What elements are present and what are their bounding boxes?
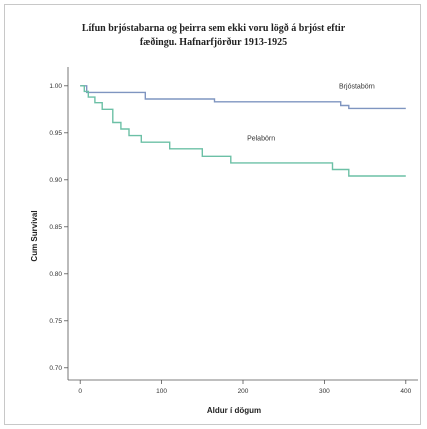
series-label-2: Pelabörn (247, 135, 275, 142)
x-axis-title: Aldur í dögum (207, 406, 261, 415)
chart-ticks: 1.00 0.95 0.90 0.85 0.80 0.75 0.70 0 100 200 300 40… (49, 83, 411, 395)
y-tick-label: 0.85 (49, 224, 62, 231)
x-tick-label: 100 (156, 388, 167, 395)
y-tick-label: 0.70 (49, 365, 62, 372)
series-line-1 (80, 85, 406, 110)
chart-axes (67, 67, 418, 381)
x-tick-label: 300 (319, 388, 330, 395)
x-tick-label: 0 (78, 388, 82, 395)
chart-frame (4, 4, 421, 425)
chart-series-labels: Brjóstabörn Pelabörn (247, 84, 375, 143)
y-axis-title: Cum Survival (30, 210, 39, 261)
series-label-1: Brjóstabörn (339, 84, 375, 91)
y-tick-label: 0.90 (49, 177, 62, 184)
chart-title-line-1: Lífun brjóstabarna og þeirra sem ekki vo… (81, 23, 346, 34)
chart-series (80, 85, 406, 177)
y-tick-label: 0.75 (49, 318, 62, 325)
y-tick-label: 0.80 (49, 271, 62, 278)
chart-title: Lífun brjóstabarna og þeirra sem ekki vo… (0, 22, 427, 50)
chart-title-line-2: fæðingu. Hafnarfjörður 1913-1925 (139, 37, 288, 48)
x-tick-label: 400 (400, 388, 411, 395)
x-tick-label: 200 (238, 388, 249, 395)
y-tick-label: 1.00 (49, 83, 62, 90)
series-line-2 (80, 85, 406, 177)
y-tick-label: 0.95 (49, 130, 62, 137)
